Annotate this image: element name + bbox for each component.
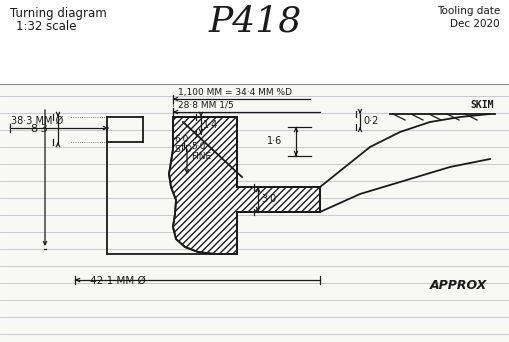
Text: 1,100 MM = 34·4 MM %D: 1,100 MM = 34·4 MM %D: [178, 88, 292, 97]
Text: 0·2: 0·2: [362, 116, 378, 126]
Text: 28·8 MM 1/5: 28·8 MM 1/5: [178, 101, 233, 110]
Text: 38·3 MM Ø: 38·3 MM Ø: [11, 116, 63, 126]
Text: P418: P418: [208, 4, 301, 38]
Text: 42·1 MM Ø: 42·1 MM Ø: [90, 276, 146, 286]
Text: APPROX: APPROX: [429, 279, 486, 292]
Text: Dec 2020: Dec 2020: [449, 19, 499, 29]
Text: 1·6: 1·6: [266, 136, 281, 146]
Text: 3·0: 3·0: [261, 195, 276, 205]
Text: Tooling date: Tooling date: [436, 6, 499, 16]
Polygon shape: [168, 117, 319, 254]
Text: 1·4: 1·4: [203, 120, 218, 130]
Text: SKIM: SKIM: [469, 100, 493, 110]
Text: 5·0
FINE: 5·0 FINE: [191, 142, 211, 161]
Text: 1:32 scale: 1:32 scale: [16, 20, 76, 33]
Text: 8·3: 8·3: [30, 124, 48, 134]
Text: 6·0
STD: 6·0 STD: [174, 135, 191, 154]
Text: Turning diagram: Turning diagram: [10, 7, 106, 20]
